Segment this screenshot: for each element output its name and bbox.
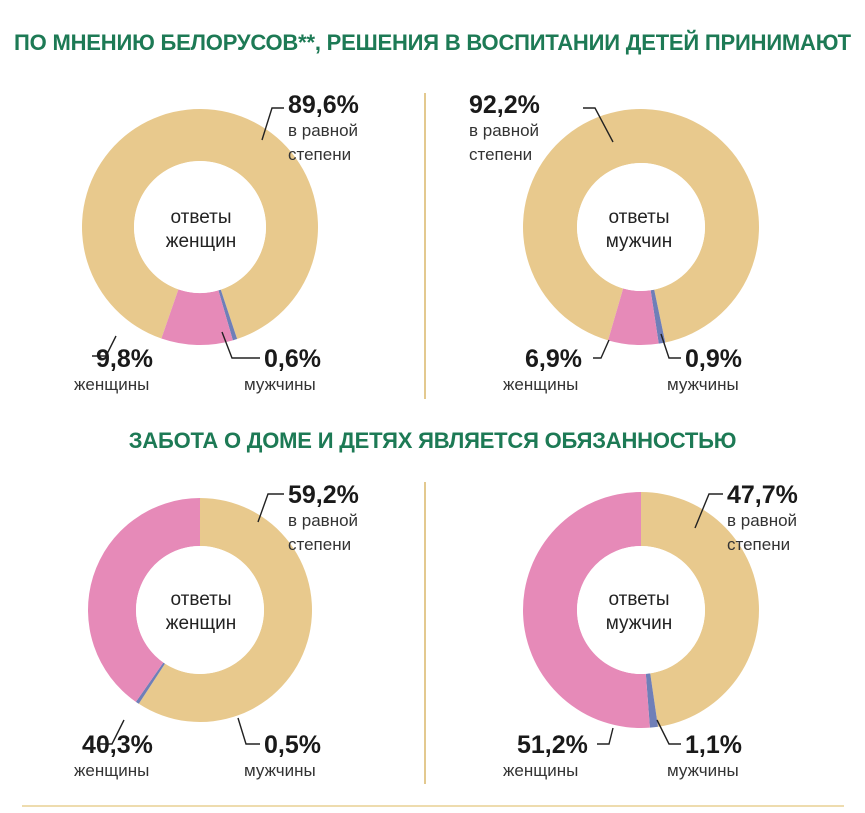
leader-line-equal [583,107,614,143]
center-label-line-1: ответы [170,207,232,228]
center-label-line-1: ответы [170,589,232,610]
slice-men [650,289,666,344]
value-women: 51,2% [517,731,588,759]
chart-title-household-duty: ЗАБОТА О ДОМЕ И ДЕТЯХ ЯВЛЯЕТСЯ ОБЯЗАННОС… [128,428,737,453]
value-equal: 89,6% [288,91,359,119]
donut-chart [523,492,759,745]
value-men: 0,9% [685,345,742,373]
center-label-line-2: женщин [165,613,237,634]
donut-panel-women-household: ответы женщин 59,2% в равной степени 40,… [0,470,432,800]
chart-title-decisions: ПО МНЕНИЮ БЕЛОРУСОВ**, РЕШЕНИЯ В ВОСПИТА… [14,30,851,55]
divider-horizontal-bottom [22,805,844,807]
slice-men [645,673,658,728]
label-men: мужчины [244,375,316,394]
center-label-line-1: ответы [608,589,670,610]
leader-line-equal [261,107,284,141]
label-equal-line-1: в равной [469,121,540,140]
center-label: ответы мужчин [559,206,719,254]
label-equal-line-1: в равной [288,511,359,530]
label-men: мужчины [667,375,739,394]
label-women: женщины [503,375,579,394]
donut-hole [136,546,264,674]
leader-line-men [656,719,681,745]
center-label: ответы женщин [121,206,281,254]
slice-women [161,289,233,346]
leader-line-women [597,727,614,745]
label-women: женщины [74,761,150,780]
leader-line-men [237,717,260,745]
leader-line-equal [694,493,723,529]
center-label-line-2: женщин [165,231,237,252]
donut-panel-men-household: ответы мужчин 47,7% в равной степени 51,… [433,470,865,800]
leader-line-men [660,333,681,359]
label-women: женщины [74,375,150,394]
label-equal-line-2: степени [469,145,533,164]
slice-equal [522,109,759,343]
slice-women [523,492,650,728]
center-label: ответы мужчин [559,588,719,636]
label-equal-line-2: степени [288,535,352,554]
leader-line-women [593,339,610,359]
donut-hole [134,161,266,293]
slice-women [608,288,659,345]
label-women: женщины [503,761,579,780]
donut-hole [577,546,705,674]
label-equal-line-1: в равной [727,511,798,530]
leader-line-women [92,335,117,357]
donut-panel-men-decisions: ответы мужчин 92,2% в равной степени 6,9… [433,70,865,400]
label-equal-line-2: степени [288,145,352,164]
center-label-line-2: мужчин [605,231,673,252]
value-men: 1,1% [685,731,742,759]
donut-panel-women-decisions: ответы женщин 89,6% в равной степени 9,8… [0,70,432,400]
slice-equal [641,492,759,727]
value-women: 9,8% [96,345,153,373]
value-equal: 47,7% [727,481,798,509]
value-men: 0,6% [264,345,321,373]
donut-chart [87,493,312,745]
slice-men [135,662,166,704]
divider-vertical-bottom [424,482,426,784]
slice-women [87,498,200,702]
label-equal-line-2: степени [727,535,791,554]
label-men: мужчины [667,761,739,780]
donut-chart [522,107,759,359]
value-equal: 92,2% [469,91,540,119]
label-equal-line-1: в равной [288,121,359,140]
value-men: 0,5% [264,731,321,759]
divider-vertical-top [424,93,426,399]
slice-equal [138,498,312,722]
leader-line-women [100,719,125,745]
label-men: мужчины [244,761,316,780]
donut-chart [82,107,319,359]
center-label: ответы женщин [121,588,281,636]
leader-line-men [221,331,260,359]
leader-line-equal [257,493,284,523]
center-label-line-1: ответы [608,207,670,228]
value-women: 6,9% [525,345,582,373]
center-label-line-2: мужчин [605,613,673,634]
slice-equal [82,109,319,340]
slice-men [218,289,238,341]
value-women: 40,3% [82,731,153,759]
value-equal: 59,2% [288,481,359,509]
donut-hole [577,163,705,291]
